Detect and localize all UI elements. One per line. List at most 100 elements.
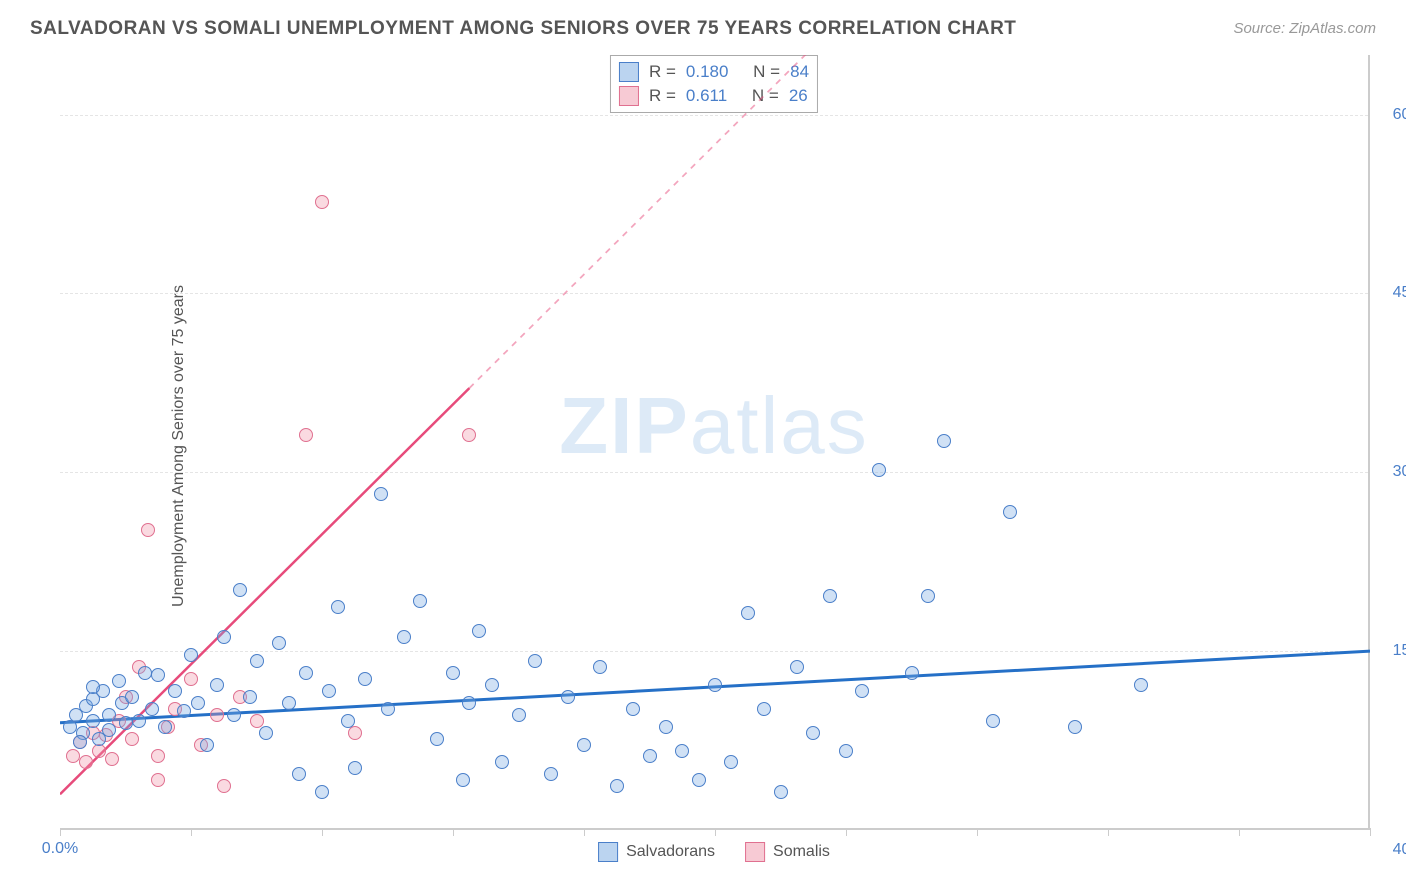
legend-item-somali: Somalis [745,842,830,862]
y-tick-label: 60.0% [1393,106,1406,124]
n-value-somali: 26 [789,86,808,106]
data-point [315,785,329,799]
n-label: N = [753,62,780,82]
chart-container: SALVADORAN VS SOMALI UNEMPLOYMENT AMONG … [0,0,1406,892]
data-point [724,755,738,769]
data-point [823,589,837,603]
data-point [937,434,951,448]
data-point [855,684,869,698]
data-point [145,702,159,716]
data-point [66,749,80,763]
data-point [774,785,788,799]
watermark-bold: ZIP [559,381,689,470]
x-tick [1108,828,1109,836]
data-point [1003,505,1017,519]
legend-item-salvadoran: Salvadorans [598,842,715,862]
x-origin-label: 0.0% [42,840,78,858]
data-point [659,720,673,734]
plot-area: ZIPatlas R = 0.180 N = 84 R = 0.611 N = … [60,55,1370,830]
data-point [299,428,313,442]
data-point [102,708,116,722]
legend-row-salvadoran: R = 0.180 N = 84 [619,60,809,84]
x-tick [846,828,847,836]
data-point [141,523,155,537]
legend-swatch-somali [619,86,639,106]
x-tick [191,828,192,836]
data-point [151,749,165,763]
data-point [168,684,182,698]
data-point [839,744,853,758]
x-tick [453,828,454,836]
watermark: ZIPatlas [559,380,868,472]
r-label: R = [649,62,676,82]
x-max-label: 40.0% [1393,841,1406,859]
data-point [86,680,100,694]
legend-label-salvadoran: Salvadorans [626,843,715,861]
data-point [217,779,231,793]
data-point [63,720,77,734]
data-point [243,690,257,704]
data-point [86,714,100,728]
data-point [341,714,355,728]
x-tick [1370,828,1371,836]
data-point [430,732,444,746]
data-point [210,708,224,722]
legend-label-somali: Somalis [773,843,830,861]
data-point [102,723,116,737]
source-label: Source: ZipAtlas.com [1233,20,1376,37]
data-point [348,726,362,740]
data-point [413,594,427,608]
y-tick-label: 15.0% [1393,642,1406,660]
data-point [92,744,106,758]
data-point [986,714,1000,728]
data-point [495,755,509,769]
data-point [112,674,126,688]
data-point [200,738,214,752]
data-point [561,690,575,704]
chart-title: SALVADORAN VS SOMALI UNEMPLOYMENT AMONG … [30,18,1016,40]
legend-row-somali: R = 0.611 N = 26 [619,84,809,108]
data-point [921,589,935,603]
data-point [184,648,198,662]
data-point [528,654,542,668]
data-point [512,708,526,722]
data-point [73,735,87,749]
x-tick [322,828,323,836]
r-value-salvadoran: 0.180 [686,62,729,82]
legend-series: Salvadorans Somalis [598,842,830,862]
data-point [138,666,152,680]
r-label: R = [649,86,676,106]
watermark-light: atlas [690,381,869,470]
data-point [905,666,919,680]
data-point [331,600,345,614]
legend-swatch-somali [745,842,765,862]
data-point [806,726,820,740]
data-point [462,428,476,442]
data-point [456,773,470,787]
data-point [643,749,657,763]
data-point [184,672,198,686]
legend-swatch-salvadoran [598,842,618,862]
data-point [105,752,119,766]
data-point [381,702,395,716]
data-point [125,732,139,746]
data-point [292,767,306,781]
data-point [151,668,165,682]
data-point [790,660,804,674]
gridline [60,115,1368,116]
legend-correlation: R = 0.180 N = 84 R = 0.611 N = 26 [610,55,818,113]
y-tick-label: 45.0% [1393,284,1406,302]
data-point [544,767,558,781]
data-point [1134,678,1148,692]
data-point [125,690,139,704]
data-point [250,714,264,728]
data-point [446,666,460,680]
legend-swatch-salvadoran [619,62,639,82]
data-point [210,678,224,692]
data-point [191,696,205,710]
x-tick [60,828,61,836]
data-point [132,714,146,728]
data-point [250,654,264,668]
gridline [60,293,1368,294]
data-point [272,636,286,650]
